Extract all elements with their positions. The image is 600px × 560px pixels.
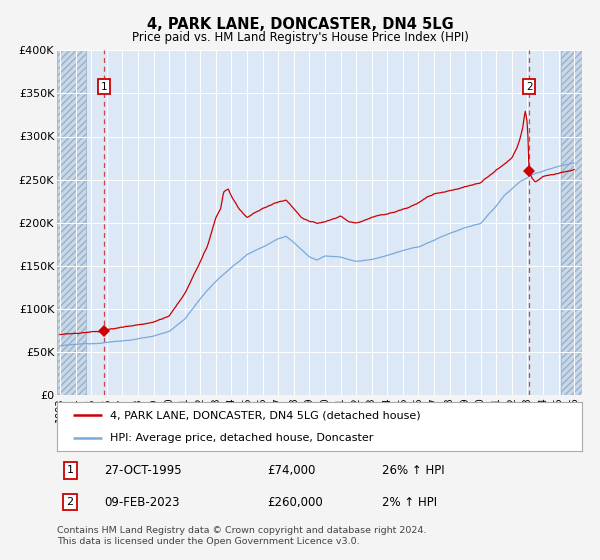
Text: HPI: Average price, detached house, Doncaster: HPI: Average price, detached house, Donc… [110,433,373,444]
Text: 2: 2 [67,497,74,507]
Bar [561,50,582,395]
Text: Price paid vs. HM Land Registry's House Price Index (HPI): Price paid vs. HM Land Registry's House … [131,31,469,44]
Text: 4, PARK LANE, DONCASTER, DN4 5LG: 4, PARK LANE, DONCASTER, DN4 5LG [146,17,454,32]
Text: 2: 2 [526,82,533,92]
Text: 09-FEB-2023: 09-FEB-2023 [104,496,180,509]
Text: 1: 1 [101,82,107,92]
Text: 4, PARK LANE, DONCASTER, DN4 5LG (detached house): 4, PARK LANE, DONCASTER, DN4 5LG (detach… [110,410,420,421]
Text: £74,000: £74,000 [267,464,316,477]
Text: 27-OCT-1995: 27-OCT-1995 [104,464,182,477]
Bar [57,50,86,395]
Text: 26% ↑ HPI: 26% ↑ HPI [383,464,445,477]
Text: £260,000: £260,000 [267,496,323,509]
Text: Contains HM Land Registry data © Crown copyright and database right 2024.
This d: Contains HM Land Registry data © Crown c… [57,526,427,546]
Text: 1: 1 [67,465,74,475]
Text: 2% ↑ HPI: 2% ↑ HPI [383,496,437,509]
